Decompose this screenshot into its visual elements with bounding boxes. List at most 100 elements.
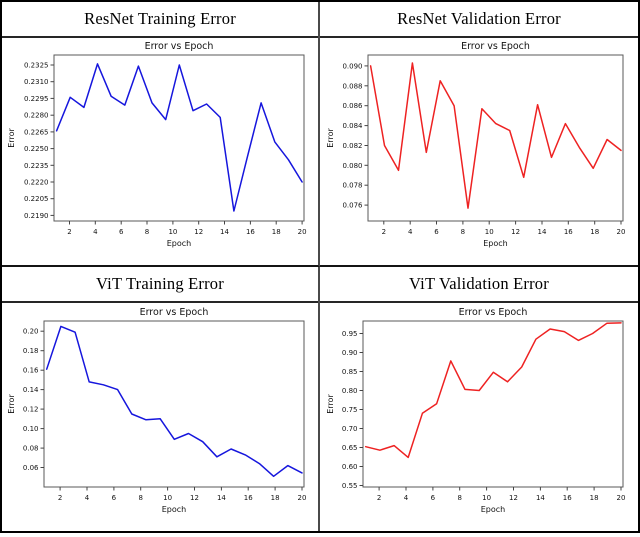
x-tick-label: 20 xyxy=(297,228,306,236)
panel-resnet-training: ResNet Training Error Error vs Epoch 2 4 6 8… xyxy=(2,2,320,267)
x-tick-label: 2 xyxy=(57,494,61,502)
x-axis-label: Epoch xyxy=(480,505,505,514)
vit-validation-error-chart: Error vs Epoch 2 4 6 8 10 12 14 16 18 20 0.55 0.60 0.… xyxy=(326,307,625,514)
x-tick-label: 16 xyxy=(562,494,571,502)
chart-title: Error vs Epoch xyxy=(144,41,213,52)
x-tick-label: 14 xyxy=(216,494,225,502)
y-tick-label: 0.14 xyxy=(22,386,38,394)
panel-title-resnet-training: ResNet Training Error xyxy=(2,2,318,38)
y-tick-label: 0.20 xyxy=(22,327,38,335)
y-tick-label: 0.2205 xyxy=(24,195,49,203)
y-tick-label: 0.2190 xyxy=(24,212,49,220)
error-line xyxy=(364,321,622,458)
x-tick-label: 10 xyxy=(163,494,172,502)
y-tick-label: 0.18 xyxy=(22,347,38,355)
panel-title-vit-validation: ViT Validation Error xyxy=(320,267,638,303)
x-tick-label: 8 xyxy=(138,494,142,502)
y-tick-label: 0.078 xyxy=(342,182,362,190)
y-tick-label: 0.70 xyxy=(341,425,357,433)
y-tick-label: 0.2220 xyxy=(24,179,49,187)
x-tick-label: 8 xyxy=(144,228,148,236)
y-tick-label: 0.55 xyxy=(341,482,357,490)
x-tick-label: 2 xyxy=(381,228,385,236)
chart-title: Error vs Epoch xyxy=(139,307,208,318)
x-tick-label: 10 xyxy=(484,228,493,236)
plot-frame xyxy=(367,54,623,222)
y-tick-label: 0.2235 xyxy=(24,162,49,170)
x-tick-label: 10 xyxy=(482,494,491,502)
x-tick-label: 20 xyxy=(616,494,625,502)
chart-title: Error vs Epoch xyxy=(458,307,527,318)
y-tick-label: 0.2295 xyxy=(24,95,49,103)
x-tick-label: 18 xyxy=(589,494,598,502)
chart-area-vit-training: Error vs Epoch 2 4 6 8 10 12 14 16 18 20 0.06 0.08 0.… xyxy=(2,303,318,532)
x-tick-label: 12 xyxy=(511,228,520,236)
x-tick-label: 2 xyxy=(67,228,71,236)
y-tick-label: 0.2280 xyxy=(24,112,49,120)
y-tick-label: 0.95 xyxy=(341,330,357,338)
plot-frame xyxy=(53,54,304,222)
y-tick-label: 0.90 xyxy=(341,349,357,357)
x-tick-label: 4 xyxy=(403,494,408,502)
x-tick-label: 12 xyxy=(190,494,199,502)
x-tick-label: 12 xyxy=(509,494,518,502)
y-tick-label: 0.2265 xyxy=(24,129,49,137)
y-tick-label: 0.2325 xyxy=(24,62,49,70)
plot-frame xyxy=(43,320,304,488)
x-tick-label: 10 xyxy=(168,228,177,236)
error-line xyxy=(369,62,622,210)
y-axis-label: Error xyxy=(7,393,16,413)
x-axis-label: Epoch xyxy=(166,239,191,248)
y-tick-label: 0.088 xyxy=(342,83,362,91)
error-line xyxy=(45,325,303,477)
resnet-validation-error-chart: Error vs Epoch 2 4 6 8 10 12 14 16 18 20 0.076 0.078… xyxy=(326,41,625,248)
y-tick-label: 0.10 xyxy=(22,425,38,433)
x-tick-label: 6 xyxy=(118,228,123,236)
panel-resnet-validation: ResNet Validation Error Error vs Epoch 2 4… xyxy=(320,2,638,267)
x-tick-label: 2 xyxy=(376,494,380,502)
y-tick-label: 0.2310 xyxy=(24,78,49,86)
y-tick-label: 0.2250 xyxy=(24,145,49,153)
x-tick-label: 20 xyxy=(297,494,306,502)
x-tick-label: 16 xyxy=(563,228,572,236)
x-tick-label: 18 xyxy=(271,228,280,236)
y-tick-label: 0.082 xyxy=(342,142,362,150)
vit-training-error-chart: Error vs Epoch 2 4 6 8 10 12 14 16 18 20 0.06 0.08 0.… xyxy=(7,307,306,514)
chart-area-resnet-validation: Error vs Epoch 2 4 6 8 10 12 14 16 18 20 0.076 0.078… xyxy=(320,38,638,265)
x-tick-label: 4 xyxy=(84,494,89,502)
y-tick-label: 0.090 xyxy=(342,63,362,71)
x-tick-label: 14 xyxy=(537,228,546,236)
y-tick-label: 0.084 xyxy=(342,122,363,130)
x-tick-label: 18 xyxy=(270,494,279,502)
y-tick-label: 0.08 xyxy=(22,444,38,452)
x-axis-label: Epoch xyxy=(161,505,186,514)
x-tick-label: 14 xyxy=(220,228,229,236)
y-tick-label: 0.086 xyxy=(342,102,363,110)
x-tick-label: 18 xyxy=(590,228,599,236)
y-tick-label: 0.06 xyxy=(22,464,38,472)
panel-vit-training: ViT Training Error Error vs Epoch 2 4 6 8 10 1… xyxy=(2,266,320,532)
x-tick-label: 6 xyxy=(111,494,116,502)
y-axis-label: Error xyxy=(326,128,335,148)
chart-area-resnet-training: Error vs Epoch 2 4 6 8 10 12 14 16 18 20 0.2190 0.22… xyxy=(2,38,318,265)
x-tick-label: 16 xyxy=(245,228,254,236)
panel-title-resnet-validation: ResNet Validation Error xyxy=(320,2,638,38)
y-tick-label: 0.60 xyxy=(341,463,357,471)
chart-area-vit-validation: Error vs Epoch 2 4 6 8 10 12 14 16 18 20 0.55 0.60 0.… xyxy=(320,303,638,532)
x-tick-label: 4 xyxy=(407,228,412,236)
x-tick-label: 8 xyxy=(460,228,464,236)
x-tick-label: 14 xyxy=(535,494,544,502)
resnet-training-error-chart: Error vs Epoch 2 4 6 8 10 12 14 16 18 20 0.2190 0.22… xyxy=(6,41,306,248)
y-tick-label: 0.12 xyxy=(22,405,38,413)
y-tick-label: 0.85 xyxy=(341,368,357,376)
x-tick-label: 6 xyxy=(430,494,435,502)
y-tick-label: 0.16 xyxy=(22,366,38,374)
x-tick-label: 12 xyxy=(194,228,203,236)
x-tick-label: 16 xyxy=(243,494,252,502)
x-tick-label: 8 xyxy=(457,494,461,502)
y-tick-label: 0.65 xyxy=(341,444,357,452)
error-line xyxy=(55,63,303,212)
panel-vit-validation: ViT Validation Error Error vs Epoch 2 4 6 8 1… xyxy=(320,266,638,532)
chart-title: Error vs Epoch xyxy=(461,41,530,52)
